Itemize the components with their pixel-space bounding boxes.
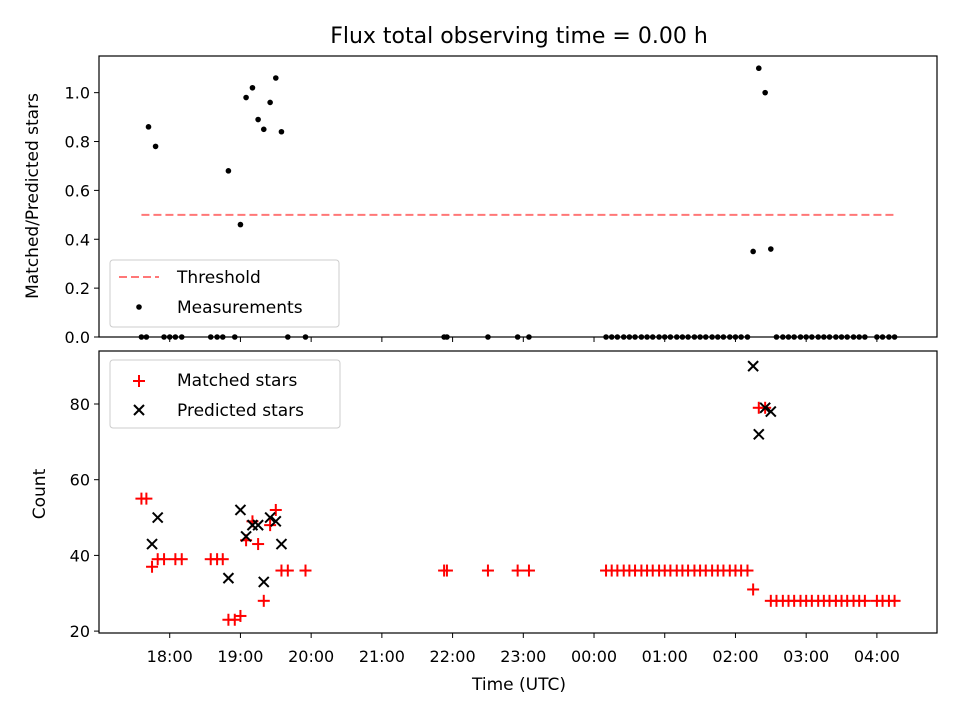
count-axes-frame bbox=[98, 350, 938, 634]
matched-star-point bbox=[234, 609, 247, 622]
measurement-point bbox=[272, 75, 279, 81]
predicted-star-point bbox=[753, 428, 765, 440]
x-tick-label: 03:00 bbox=[783, 647, 829, 666]
ratio-legend: Threshold Measurements bbox=[109, 259, 340, 328]
matched-star-point bbox=[747, 583, 760, 596]
count-y-tick-label: 20 bbox=[70, 622, 90, 641]
predicted-star-point bbox=[270, 515, 282, 528]
ratio-axes: 0.0 0.2 0.4 0.6 0.8 1.0 Matched/Predicted sta… bbox=[23, 55, 938, 347]
ratio-y-tick-label: 0.8 bbox=[65, 133, 90, 152]
ratio-legend-box bbox=[109, 259, 340, 328]
matched-star-point bbox=[481, 564, 494, 577]
measurement-point bbox=[278, 128, 285, 135]
matched-legend-swatch bbox=[133, 375, 145, 387]
matched-star-point bbox=[858, 594, 871, 607]
x-tick-label: 20:00 bbox=[288, 647, 334, 666]
measurement-point bbox=[237, 221, 244, 228]
matched-star-point bbox=[888, 594, 901, 607]
ratio-y-tick-label: 0.0 bbox=[65, 328, 90, 347]
matched-legend-label: Matched stars bbox=[177, 371, 297, 391]
x-tick-label: 18:00 bbox=[147, 647, 193, 666]
predicted-star-point bbox=[252, 519, 264, 531]
ratio-y-tick-label: 0.6 bbox=[65, 181, 90, 200]
matched-star-point bbox=[511, 564, 524, 577]
x-tick-label: 19:00 bbox=[217, 647, 263, 666]
ratio-y-tick-label: 1.0 bbox=[65, 84, 90, 103]
matched-star-point bbox=[175, 553, 188, 566]
matched-star-point bbox=[522, 564, 535, 577]
measurement-point bbox=[750, 248, 756, 255]
x-axis-label: Time (UTC) bbox=[471, 675, 566, 695]
measurement-point bbox=[145, 124, 152, 130]
predicted-star-point bbox=[151, 511, 164, 524]
matched-star-point bbox=[216, 553, 229, 566]
x-tick-label: 02:00 bbox=[712, 647, 758, 666]
matched-star-point bbox=[440, 564, 453, 577]
measurements-legend-label: Measurements bbox=[177, 298, 303, 318]
ratio-axes-frame bbox=[98, 55, 938, 338]
predicted-star-point bbox=[240, 530, 252, 543]
predicted-star-point bbox=[275, 538, 288, 550]
matched-star-point bbox=[281, 564, 294, 577]
predicted-star-point bbox=[747, 360, 759, 372]
matched-star-point bbox=[741, 564, 754, 577]
predicted-star-point bbox=[258, 576, 270, 588]
matched-star-point bbox=[264, 519, 277, 532]
matched-star-point bbox=[299, 564, 312, 577]
x-tick-label: 00:00 bbox=[571, 647, 617, 666]
count-y-tick-label: 80 bbox=[70, 395, 90, 414]
x-tick-label: 22:00 bbox=[430, 647, 476, 666]
count-y-ticks: 20 40 60 80 bbox=[70, 395, 99, 641]
predicted-star-point bbox=[264, 511, 276, 524]
chart-title: Flux total observing time = 0.00 h bbox=[330, 24, 708, 49]
count-axes: 20 40 60 80 18:00 19:00 20:00 21:00 22:00 23:00 0… bbox=[30, 350, 938, 695]
matched-star-point bbox=[146, 560, 159, 573]
count-x-ticks: 18:00 19:00 20:00 21:00 22:00 23:00 00:00 01:00… bbox=[147, 633, 900, 666]
measurement-point bbox=[249, 84, 256, 91]
count-y-tick-label: 40 bbox=[70, 546, 90, 565]
matched-star-point bbox=[269, 503, 282, 516]
predicted-star-point bbox=[765, 405, 777, 418]
predicted-star-point bbox=[222, 572, 235, 584]
measurement-point bbox=[762, 89, 768, 96]
measurement-point bbox=[225, 168, 232, 174]
x-tick-label: 01:00 bbox=[642, 647, 688, 666]
predicted-star-point bbox=[759, 402, 771, 414]
ratio-x-ticks bbox=[169, 337, 878, 342]
count-y-axis-label: Count bbox=[30, 468, 50, 519]
measurement-point bbox=[755, 65, 762, 72]
measurements-legend-swatch bbox=[136, 304, 142, 310]
measurement-point bbox=[260, 126, 267, 133]
x-tick-label: 04:00 bbox=[854, 647, 900, 666]
count-y-tick-label: 60 bbox=[70, 471, 90, 490]
ratio-y-tick-label: 0.4 bbox=[65, 230, 90, 249]
measurement-point bbox=[243, 94, 249, 101]
measurement-point bbox=[255, 116, 261, 123]
measurement-point bbox=[152, 143, 159, 150]
predicted-star-point bbox=[234, 504, 247, 516]
measurement-point bbox=[267, 99, 273, 106]
x-tick-label: 21:00 bbox=[359, 647, 405, 666]
matched-star-point bbox=[252, 538, 265, 551]
matched-star-point bbox=[140, 492, 153, 505]
x-tick-label: 23:00 bbox=[500, 647, 546, 666]
measurement-point bbox=[768, 246, 774, 252]
threshold-legend-label: Threshold bbox=[176, 268, 261, 288]
ratio-y-ticks: 0.0 0.2 0.4 0.6 0.8 1.0 bbox=[65, 84, 99, 347]
count-legend: Matched stars Predicted stars bbox=[109, 359, 341, 429]
predicted-star-point bbox=[146, 538, 158, 550]
predicted-legend-swatch bbox=[133, 404, 145, 416]
matched-star-point bbox=[257, 594, 270, 607]
count-legend-box bbox=[109, 359, 341, 429]
count-plot-area bbox=[135, 360, 901, 626]
ratio-y-axis-label: Matched/Predicted stars bbox=[23, 93, 43, 299]
matched-star-point bbox=[158, 553, 171, 566]
predicted-legend-label: Predicted stars bbox=[177, 401, 304, 421]
ratio-y-tick-label: 0.2 bbox=[65, 279, 90, 298]
